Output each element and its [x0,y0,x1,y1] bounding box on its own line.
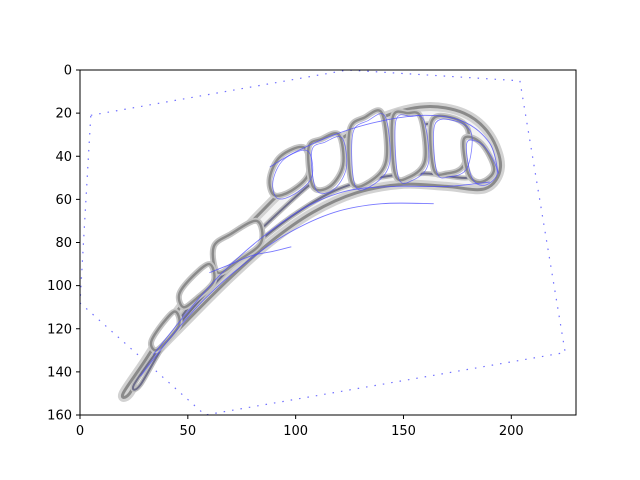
cooling-cavity-6 [462,135,496,184]
y-tick-label: 160 [47,409,72,424]
cooling-cavity-9 [149,310,181,352]
overlay-cavity-1 [272,149,314,200]
y-tick-label: 40 [55,150,72,165]
y-tick-label: 20 [55,107,72,122]
overlay-cavity-6 [466,139,498,186]
y-tick-label: 80 [55,236,72,251]
cooling-cavity-2 [306,132,345,192]
x-axis: 0 50 100 150 200 [76,415,524,439]
cooling-cavity-7 [211,219,264,275]
overlay-cavity-5 [433,118,473,179]
y-axis: 0 20 40 60 80 100 120 140 160 [47,64,80,424]
overlay-line-4 [209,246,292,274]
overlay-line-1 [269,114,499,174]
blade-image [80,70,566,415]
x-tick-label: 200 [499,424,524,439]
y-tick-label: 0 [64,64,72,79]
overlay-line-2 [152,181,490,355]
overlay-cavity-2 [310,136,348,194]
y-tick-label: 140 [47,365,72,380]
overlay-line-3 [140,202,434,377]
x-tick-label: 0 [76,424,84,439]
x-tick-label: 150 [391,424,416,439]
x-tick-label: 100 [283,424,308,439]
y-tick-label: 60 [55,193,72,208]
y-tick-label: 100 [47,279,72,294]
cooling-cavity-4 [390,110,427,182]
y-tick-label: 120 [47,322,72,337]
overlay-cavity-3 [351,113,391,191]
x-tick-label: 50 [180,424,197,439]
overlay-cavity-4 [394,114,430,184]
cooling-cavity-3 [347,109,389,189]
